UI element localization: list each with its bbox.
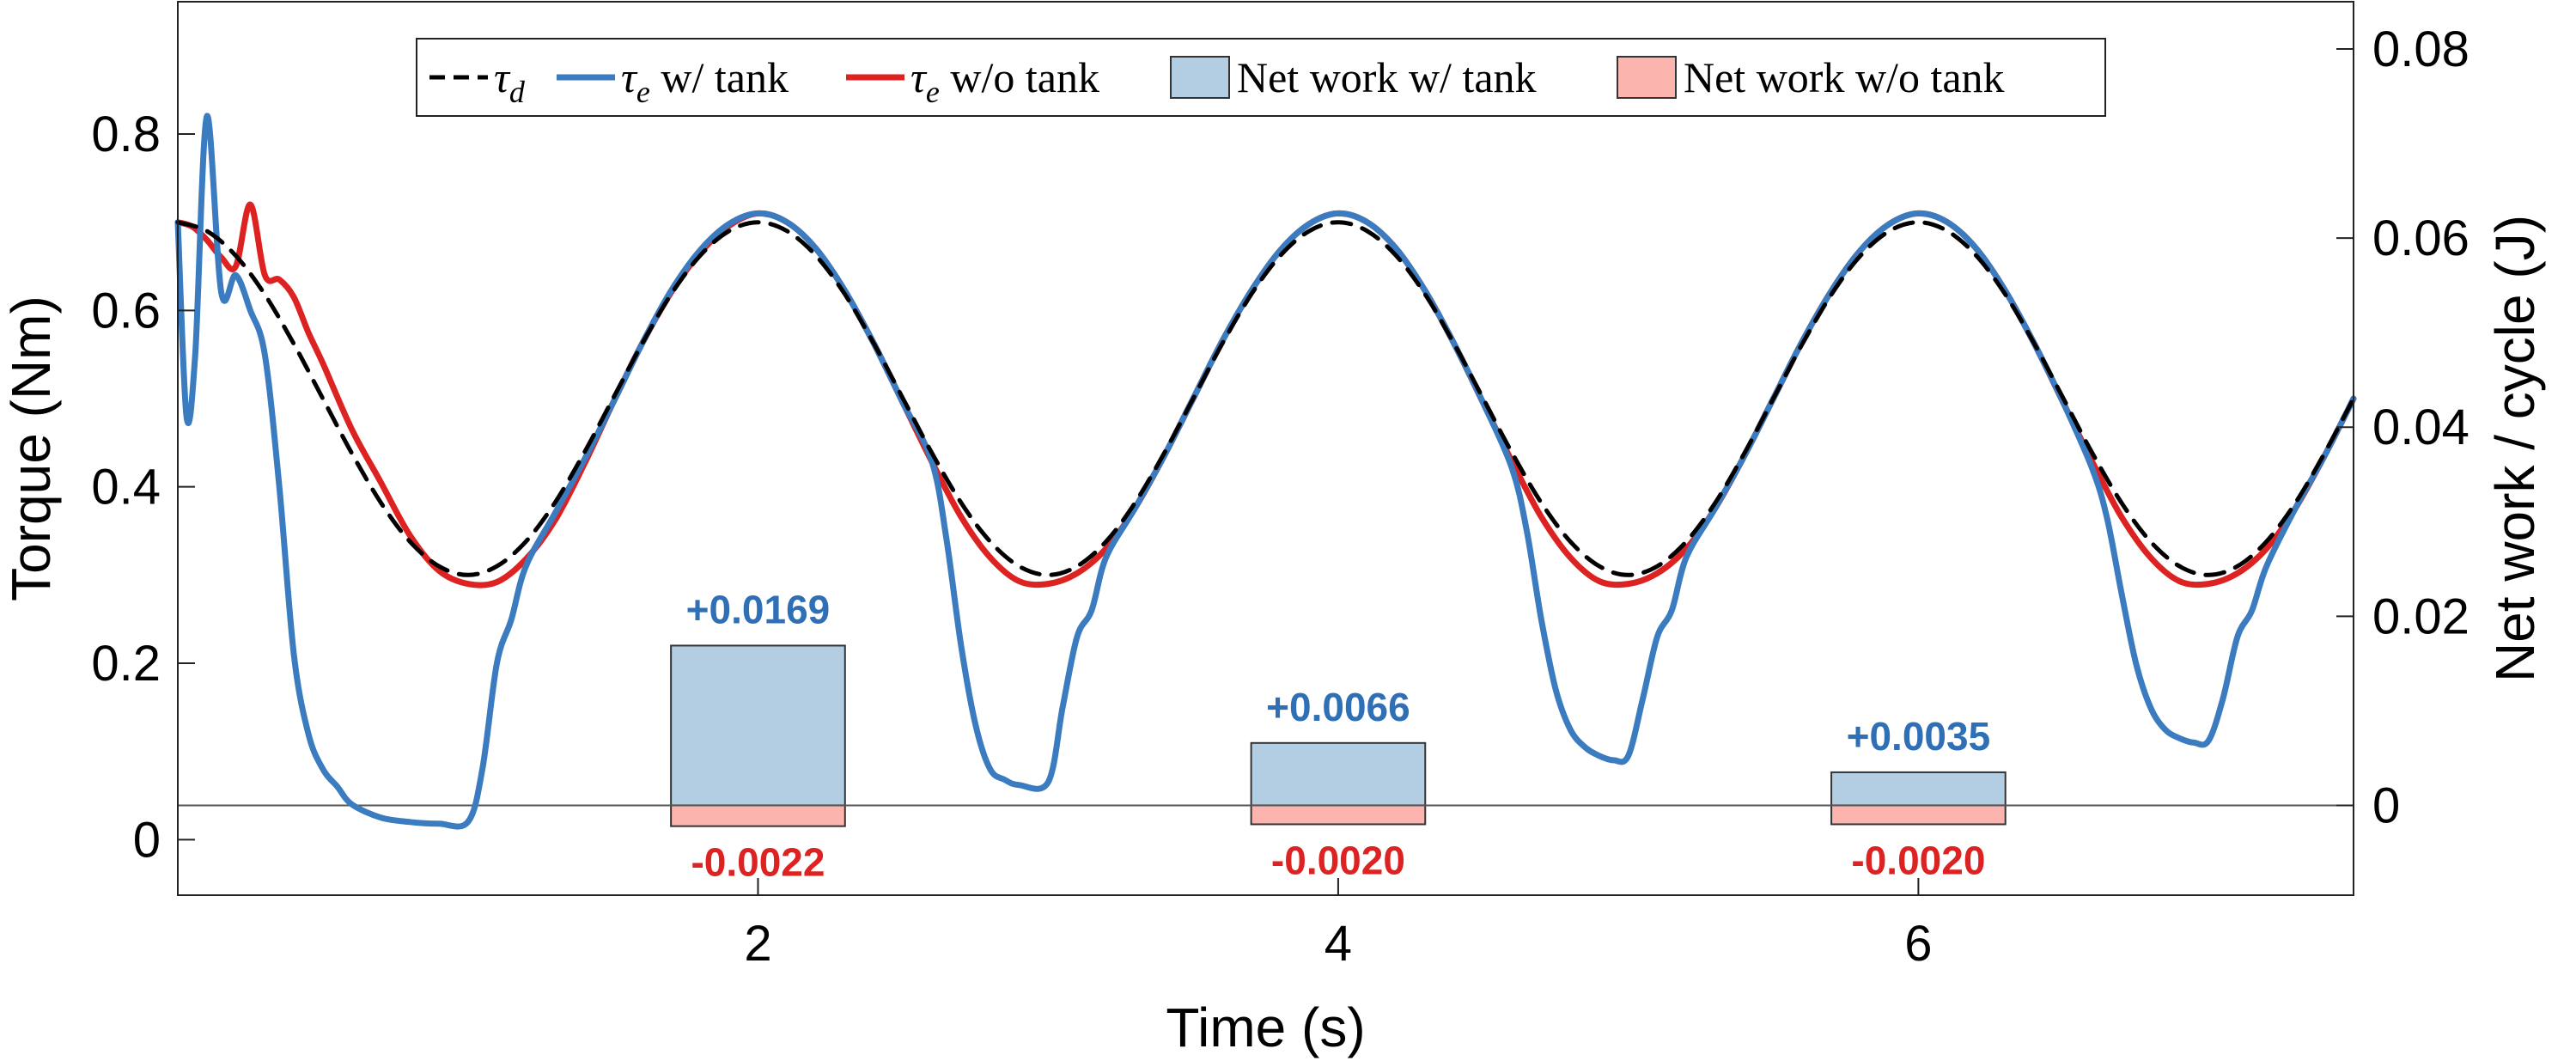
legend-swatch-net-work-without-tank [1617,56,1677,99]
bar-without-tank-0 [670,804,846,827]
series-tau-e-without-tank [174,201,2357,588]
legend-label-net-work-with-tank: Net work w/ tank [1237,53,1537,101]
x-tick-label-1: 4 [1325,916,1352,972]
series-tau-d [175,220,2356,577]
legend-label-tau-d: τd [494,53,526,109]
legend-swatch-net-work-with-tank [1170,56,1230,99]
y-left-tick-label-0: 0 [133,812,161,868]
y-axis-left-title: Torque (Nm) [0,296,62,601]
bar-label-with-tank-1: +0.0066 [1266,685,1410,729]
y-axis-right-title: Net work / cycle (J) [2484,215,2546,682]
x-tick-label-0: 2 [744,916,771,972]
bar-value-labels: +0.0169 -0.0022 +0.0066 -0.0020 +0.0035 -0.00… [686,587,1990,884]
bar-with-tank-1 [1250,741,1427,807]
net-work-bars [670,644,2007,827]
plot-frame [177,1,2354,896]
legend-box [416,38,2106,117]
legend-label-tau-e-without-tank: τe w/o tank [910,53,1099,109]
y-right-tick-label-4: 0.08 [2372,21,2469,77]
x-tick-label-2: 6 [1904,916,1932,972]
x-axis-title: Time (s) [1166,997,1365,1058]
bar-label-without-tank-0: -0.0022 [691,840,825,885]
torque-series [174,113,2357,830]
y-right-tick-label-0: 0 [2372,777,2400,833]
bar-label-with-tank-0: +0.0169 [686,587,831,631]
legend-label-tau-e-with-tank: τe w/ tank [621,53,789,109]
bar-with-tank-2 [1830,771,2007,807]
axis-ticks: 2 4 6 0 0.2 0.4 0.6 0.8 0 0.02 0.04 0.06 0.08 [91,21,2469,972]
legend: τd τe w/ tank τe w/o tank Net work w/ tank N… [416,38,2106,117]
y-left-tick-label-3: 0.6 [91,283,161,338]
bar-with-tank-0 [670,644,846,807]
bar-label-with-tank-2: +0.0035 [1847,714,1991,759]
y-left-tick-label-4: 0.8 [91,107,161,162]
y-right-tick-label-3: 0.06 [2372,210,2469,266]
bar-without-tank-2 [1830,804,2007,826]
bar-label-without-tank-2: -0.0020 [1851,838,1985,882]
legend-label-net-work-without-tank: Net work w/o tank [1684,53,2005,101]
y-left-tick-label-2: 0.4 [91,460,161,515]
bar-label-without-tank-1: -0.0020 [1271,838,1405,882]
y-left-tick-label-1: 0.2 [91,636,161,692]
bar-without-tank-1 [1250,804,1427,826]
y-right-tick-label-1: 0.02 [2372,588,2469,644]
y-right-tick-label-2: 0.04 [2372,399,2469,455]
